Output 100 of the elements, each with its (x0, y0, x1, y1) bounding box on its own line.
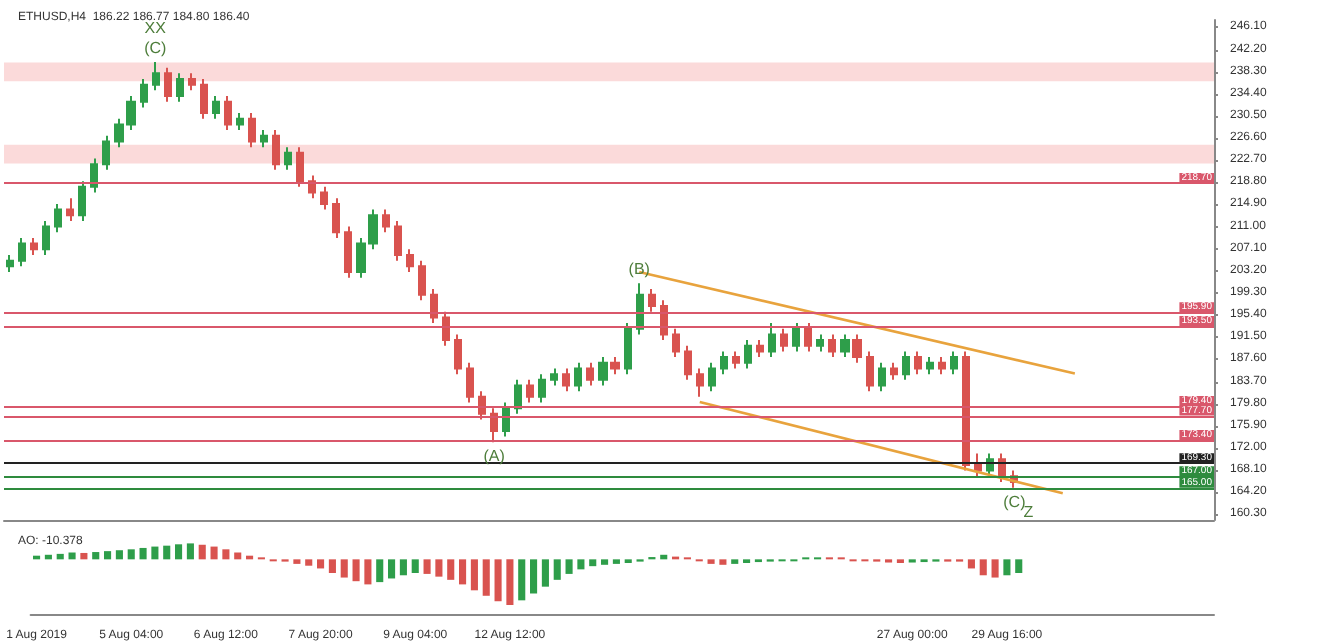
bar (979, 559, 987, 576)
bar (186, 543, 194, 560)
bar (317, 559, 325, 569)
bar (601, 559, 609, 565)
candlestick (586, 361, 594, 387)
candlestick (164, 66, 172, 103)
candlestick (708, 361, 716, 393)
bar (80, 552, 88, 560)
bar (577, 559, 585, 570)
candlestick (394, 219, 402, 262)
candlestick (550, 367, 558, 387)
bar (175, 544, 183, 560)
bar (104, 551, 112, 560)
candlestick (672, 327, 680, 359)
candlestick (792, 322, 800, 353)
candlestick (430, 288, 438, 325)
candlestick (102, 134, 110, 171)
annotation: (A) (483, 447, 506, 466)
bar (447, 559, 455, 580)
candlestick (320, 185, 328, 211)
bar (423, 559, 431, 574)
candlestick (6, 253, 14, 273)
candlestick (188, 72, 196, 92)
bar (127, 549, 135, 560)
bar (222, 549, 230, 560)
candlestick (382, 208, 390, 234)
candlestick (18, 236, 26, 268)
bar (435, 559, 443, 577)
bar (352, 559, 360, 582)
bar (340, 559, 348, 578)
candlestick (212, 95, 220, 120)
annotation: (B) (628, 260, 651, 279)
candlestick (962, 350, 970, 472)
bar (376, 559, 384, 583)
candlestick (296, 146, 304, 188)
candlestick (828, 333, 836, 359)
candlestick (756, 339, 764, 359)
annotation: XX (144, 19, 168, 37)
annotation: (C) (144, 39, 168, 57)
candlestick (902, 350, 910, 381)
candlestick (804, 322, 812, 353)
bar (506, 559, 514, 605)
candlestick (260, 129, 268, 149)
bar (198, 544, 206, 560)
candlestick (696, 367, 704, 398)
bar (56, 553, 64, 560)
candlestick (950, 350, 958, 376)
bar (967, 559, 975, 569)
bar (163, 545, 171, 560)
candlestick (562, 367, 570, 393)
candlestick (974, 452, 982, 478)
annotation: Z (1023, 502, 1034, 521)
candlestick (780, 327, 788, 353)
bar (565, 559, 573, 574)
bar (589, 559, 597, 567)
candlestick (152, 61, 160, 92)
candlestick (866, 350, 874, 393)
candlestick (732, 350, 740, 370)
bar (92, 552, 100, 560)
candlestick (418, 259, 426, 302)
bar (553, 559, 561, 580)
candlestick (284, 146, 292, 171)
bar (530, 559, 538, 594)
candlestick (42, 219, 50, 256)
candlestick (442, 310, 450, 347)
candlestick (684, 344, 692, 381)
candlestick (406, 248, 414, 273)
candlestick (720, 350, 728, 376)
bar (115, 550, 123, 560)
bar (991, 559, 999, 578)
candlestick (248, 112, 256, 149)
candlestick (478, 390, 486, 421)
candlestick (598, 356, 608, 387)
bar (388, 559, 396, 579)
candlestick (926, 356, 934, 376)
candlestick (30, 236, 38, 256)
candlestick (236, 112, 244, 132)
candlestick (914, 350, 922, 376)
bar (541, 559, 549, 587)
candlestick (878, 361, 886, 393)
bar (482, 559, 490, 596)
bar (411, 559, 419, 573)
bar (305, 559, 313, 566)
bar (459, 559, 467, 585)
bar (139, 547, 147, 560)
candlestick (514, 378, 522, 415)
bar (210, 546, 218, 560)
bar (328, 559, 336, 573)
candlestick (454, 333, 462, 376)
candlestick (840, 333, 850, 359)
candlestick (140, 78, 148, 109)
bar (470, 559, 478, 591)
candlestick (200, 78, 208, 120)
bar (364, 559, 372, 585)
bar (518, 559, 526, 601)
candlestick (272, 129, 280, 171)
bar (399, 559, 407, 576)
candlestick (526, 378, 534, 404)
candlestick (636, 282, 644, 336)
candlestick (176, 72, 184, 103)
